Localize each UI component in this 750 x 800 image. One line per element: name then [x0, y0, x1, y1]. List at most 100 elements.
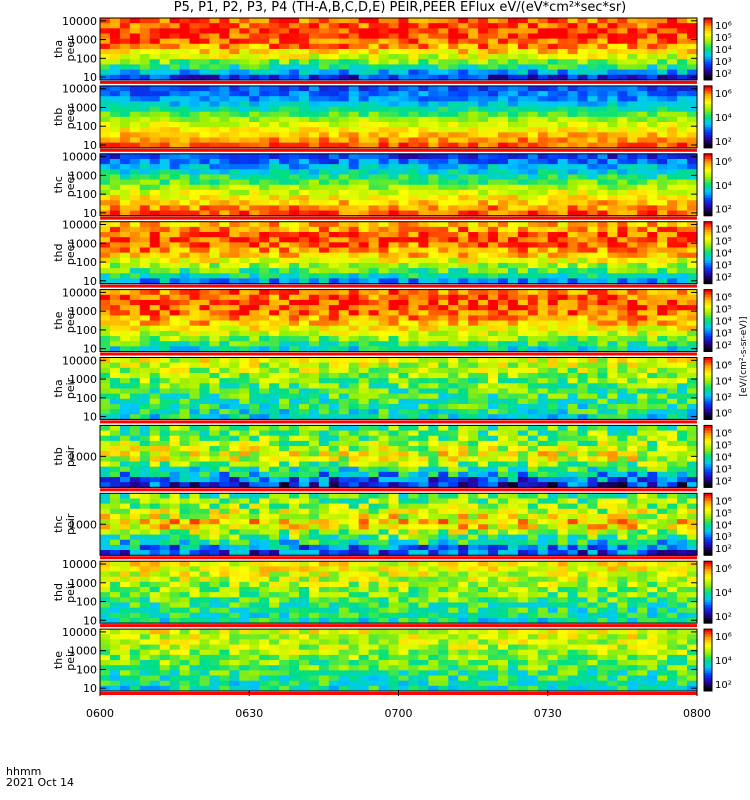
heatmap-cell: [517, 289, 529, 296]
heatmap-cell: [100, 54, 111, 60]
heatmap-cell: [378, 315, 390, 322]
heatmap-cell: [249, 111, 260, 118]
heatmap-cell: [498, 336, 509, 342]
heatmap-cell: [139, 28, 151, 35]
colorbar-segment: [704, 378, 712, 382]
heatmap-cell: [100, 414, 111, 420]
heatmap-cell: [507, 91, 519, 97]
heatmap-cell: [627, 153, 638, 160]
heatmap-cell: [577, 403, 589, 410]
heatmap-cell: [448, 127, 459, 133]
heatmap-cell: [468, 435, 479, 442]
heatmap-cell: [338, 262, 350, 269]
heatmap-cell: [607, 38, 618, 45]
heatmap-cell: [547, 289, 559, 296]
heatmap-cell: [408, 425, 419, 432]
heatmap-cell: [159, 237, 171, 243]
heatmap-cell: [488, 446, 499, 452]
heatmap-cell: [507, 330, 519, 337]
heatmap-cell: [100, 372, 111, 379]
heatmap-cell: [607, 268, 618, 274]
heatmap-cell: [537, 226, 549, 233]
heatmap-cell: [597, 242, 609, 249]
heatmap-cell: [239, 262, 250, 269]
heatmap-cell: [597, 153, 609, 160]
heatmap-cell: [687, 210, 698, 217]
heatmap-cell: [358, 64, 370, 71]
heatmap-cell: [557, 116, 569, 123]
heatmap-cell: [408, 48, 419, 55]
heatmap-cell: [348, 200, 360, 206]
heatmap-cell: [189, 383, 201, 390]
heatmap-cell: [667, 257, 678, 264]
heatmap-cell: [259, 310, 270, 316]
heatmap-cell: [557, 158, 569, 165]
heatmap-cell: [199, 378, 211, 384]
heatmap-cell: [209, 179, 220, 186]
heatmap-cell: [169, 305, 181, 311]
heatmap-cell: [229, 18, 240, 24]
heatmap-cell: [368, 74, 380, 81]
heatmap-cell: [269, 305, 280, 311]
heatmap-cell: [239, 346, 250, 353]
heatmap-cell: [458, 226, 469, 233]
heatmap-cell: [408, 367, 419, 374]
heatmap-cell: [557, 179, 569, 186]
heatmap-cell: [607, 357, 618, 364]
heatmap-cell: [119, 127, 131, 133]
heatmap-cell: [159, 388, 171, 395]
heatmap-cell: [488, 116, 499, 123]
heatmap-cell: [687, 232, 698, 238]
heatmap-cell: [478, 330, 489, 337]
heatmap-cell: [249, 106, 260, 113]
heatmap-cell: [368, 210, 380, 217]
heatmap-cell: [507, 205, 519, 212]
heatmap-cell: [517, 414, 529, 420]
colorbar-segment: [704, 54, 712, 58]
heatmap-cell: [358, 242, 370, 249]
heatmap-cell: [488, 414, 499, 420]
heatmap-cell: [637, 262, 648, 269]
heatmap-cell: [498, 242, 509, 249]
heatmap-cell: [259, 336, 270, 342]
heatmap-cell: [149, 252, 161, 259]
heatmap-cell: [617, 111, 628, 118]
heatmap-cell: [129, 54, 141, 60]
heatmap-cell: [468, 310, 479, 316]
heatmap-cell: [627, 205, 638, 212]
colorbar-segment: [704, 406, 712, 410]
heatmap-cell: [179, 336, 191, 342]
heatmap-cell: [677, 278, 688, 285]
heatmap-cell: [279, 132, 290, 139]
heatmap-cell: [627, 315, 638, 322]
heatmap-cell: [318, 247, 330, 254]
heatmap-cell: [378, 59, 390, 66]
heatmap-cell: [239, 23, 250, 29]
heatmap-cell: [587, 106, 599, 113]
heatmap-cell: [438, 305, 449, 311]
heatmap-cell: [627, 221, 638, 228]
heatmap-cell: [348, 388, 360, 395]
heatmap-cell: [209, 451, 220, 457]
heatmap-cell: [617, 289, 628, 296]
heatmap-cell: [199, 153, 211, 160]
heatmap-cell: [109, 425, 121, 432]
heatmap-cell: [358, 278, 370, 285]
heatmap-cell: [567, 383, 579, 390]
heatmap-cell: [637, 226, 648, 233]
heatmap-cell: [647, 414, 658, 420]
heatmap-cell: [159, 346, 171, 353]
heatmap-cell: [279, 189, 290, 196]
heatmap-cell: [408, 341, 419, 347]
heatmap-cell: [498, 378, 509, 384]
heatmap-cell: [507, 242, 519, 249]
heatmap-cell: [378, 341, 390, 347]
heatmap-cell: [229, 127, 240, 133]
heatmap-cell: [537, 362, 549, 369]
heatmap-cell: [458, 252, 469, 259]
heatmap-cell: [458, 378, 469, 384]
heatmap-cell: [537, 320, 549, 327]
y-tick-label: 1000: [69, 34, 97, 47]
heatmap-cell: [129, 325, 141, 332]
heatmap-cell: [637, 174, 648, 181]
